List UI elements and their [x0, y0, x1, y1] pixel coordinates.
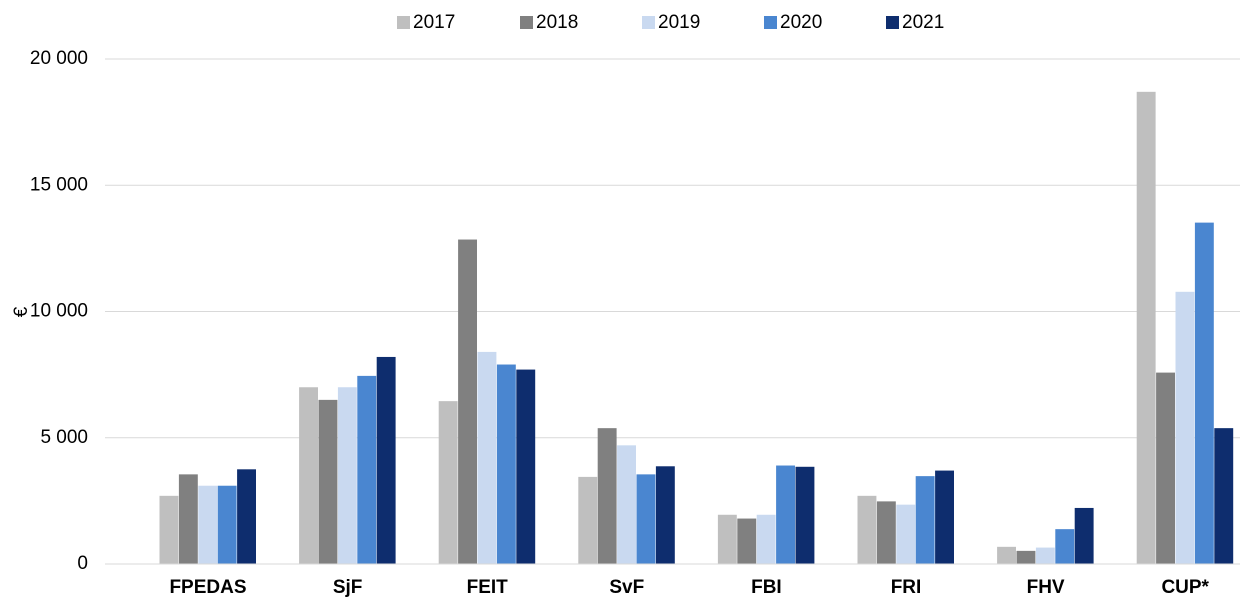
- bar: [997, 546, 1016, 564]
- legend-label: 2018: [536, 12, 578, 33]
- y-tick-label: 20 000: [30, 48, 88, 69]
- bar: [516, 369, 536, 564]
- bar: [318, 399, 338, 564]
- bar: [496, 364, 516, 564]
- bar: [795, 466, 815, 564]
- y-tick-label: 0: [77, 553, 88, 574]
- x-tick-label: CUP*: [1161, 577, 1209, 598]
- bar: [636, 474, 656, 564]
- bar: [477, 351, 497, 564]
- bar: [159, 495, 179, 564]
- bar: [1136, 91, 1156, 564]
- legend-swatch: [397, 16, 410, 29]
- bar: [458, 239, 477, 564]
- legend-swatch: [886, 16, 899, 29]
- y-tick-label: 5 000: [40, 427, 88, 448]
- bar: [617, 445, 636, 564]
- bar: [578, 476, 598, 564]
- x-tick-label: FPEDAS: [169, 577, 246, 598]
- x-tick-label: SvF: [609, 577, 644, 598]
- x-tick-label: FHV: [1027, 577, 1065, 598]
- bar: [1035, 547, 1055, 564]
- bar: [935, 470, 954, 564]
- bar: [1016, 550, 1036, 564]
- x-tick-label: SjF: [333, 577, 363, 598]
- legend-swatch: [520, 16, 533, 29]
- bar: [1214, 428, 1234, 564]
- bar: [337, 387, 357, 564]
- bar: [198, 485, 218, 564]
- bar: [876, 501, 896, 564]
- bar: [217, 485, 237, 564]
- bar: [178, 474, 198, 564]
- bar: [1156, 372, 1175, 564]
- legend-label: 2019: [658, 12, 700, 33]
- bar: [756, 514, 776, 564]
- bar: [1074, 507, 1094, 564]
- legend-label: 2021: [902, 12, 944, 33]
- bar: [717, 514, 737, 564]
- bar: [915, 476, 935, 564]
- bar: [376, 356, 396, 564]
- bar: [1194, 222, 1214, 564]
- bar: [357, 375, 377, 564]
- bar: [299, 387, 318, 564]
- x-tick-label: FEIT: [467, 577, 509, 598]
- bar: [438, 401, 458, 564]
- y-tick-label: 15 000: [30, 174, 88, 195]
- x-tick-label: FRI: [891, 577, 922, 598]
- bar: [237, 469, 256, 564]
- bar: [1175, 291, 1195, 564]
- legend-label: 2020: [780, 12, 822, 33]
- legend-label: 2017: [413, 12, 455, 33]
- bar: [737, 518, 757, 564]
- legend-swatch: [764, 16, 777, 29]
- y-axis-label: €: [11, 306, 32, 317]
- bar: [655, 466, 675, 564]
- bar: [776, 465, 795, 564]
- bar: [896, 504, 916, 564]
- bar: [597, 428, 617, 564]
- bar: [1055, 529, 1075, 564]
- legend-swatch: [642, 16, 655, 29]
- x-tick-label: FBI: [751, 577, 782, 598]
- bar: [857, 495, 877, 564]
- y-tick-label: 10 000: [30, 301, 88, 322]
